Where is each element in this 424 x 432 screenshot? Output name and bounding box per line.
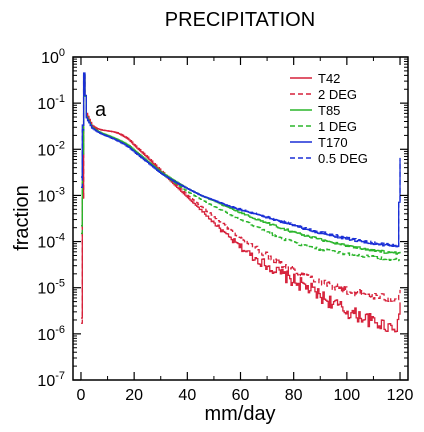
- series-lines: [80, 71, 401, 333]
- x-tick-label: 80: [285, 387, 303, 404]
- x-tick-label: 100: [333, 387, 360, 404]
- y-tick-label: 10-2: [37, 139, 65, 159]
- x-tick-label: 40: [178, 387, 196, 404]
- x-tick-label: 120: [387, 387, 414, 404]
- series-line-t42: [80, 77, 401, 333]
- x-tick-label: 60: [232, 387, 250, 404]
- plot-frame: [72, 56, 409, 381]
- series-line-0-5-deg: [80, 71, 401, 248]
- y-tick-label: 10-7: [37, 370, 65, 390]
- y-tick-label: 10-6: [37, 324, 65, 344]
- legend-label: 2 DEG: [318, 87, 357, 102]
- y-tick-label: 10-1: [37, 93, 65, 113]
- chart-title: PRECIPITATION: [165, 9, 315, 31]
- legend-label: T170: [318, 135, 348, 150]
- y-tick-label: 10-3: [37, 185, 65, 205]
- y-axis-label: fraction: [11, 185, 33, 251]
- x-tick-label: 0: [77, 387, 86, 404]
- y-tick-label: 100: [41, 47, 65, 67]
- y-axis: 100 10-1 10-2 10-3 10-4 10-5 10-6 10-7: [37, 47, 408, 390]
- series-line-2-deg: [80, 75, 401, 324]
- series-line-1-deg: [80, 73, 401, 262]
- legend-label: T85: [318, 103, 340, 118]
- legend-label: 1 DEG: [318, 119, 357, 134]
- y-tick-label: 10-4: [37, 232, 65, 252]
- legend-label: 0.5 DEG: [318, 151, 368, 166]
- x-axis-label: mm/day: [204, 403, 275, 425]
- y-tick-label: 10-5: [37, 278, 65, 298]
- x-axis: 0 20 40 60 80 100 120: [77, 57, 414, 404]
- x-tick-label: 20: [125, 387, 143, 404]
- legend-label: T42: [318, 71, 340, 86]
- panel-label: a: [95, 99, 107, 121]
